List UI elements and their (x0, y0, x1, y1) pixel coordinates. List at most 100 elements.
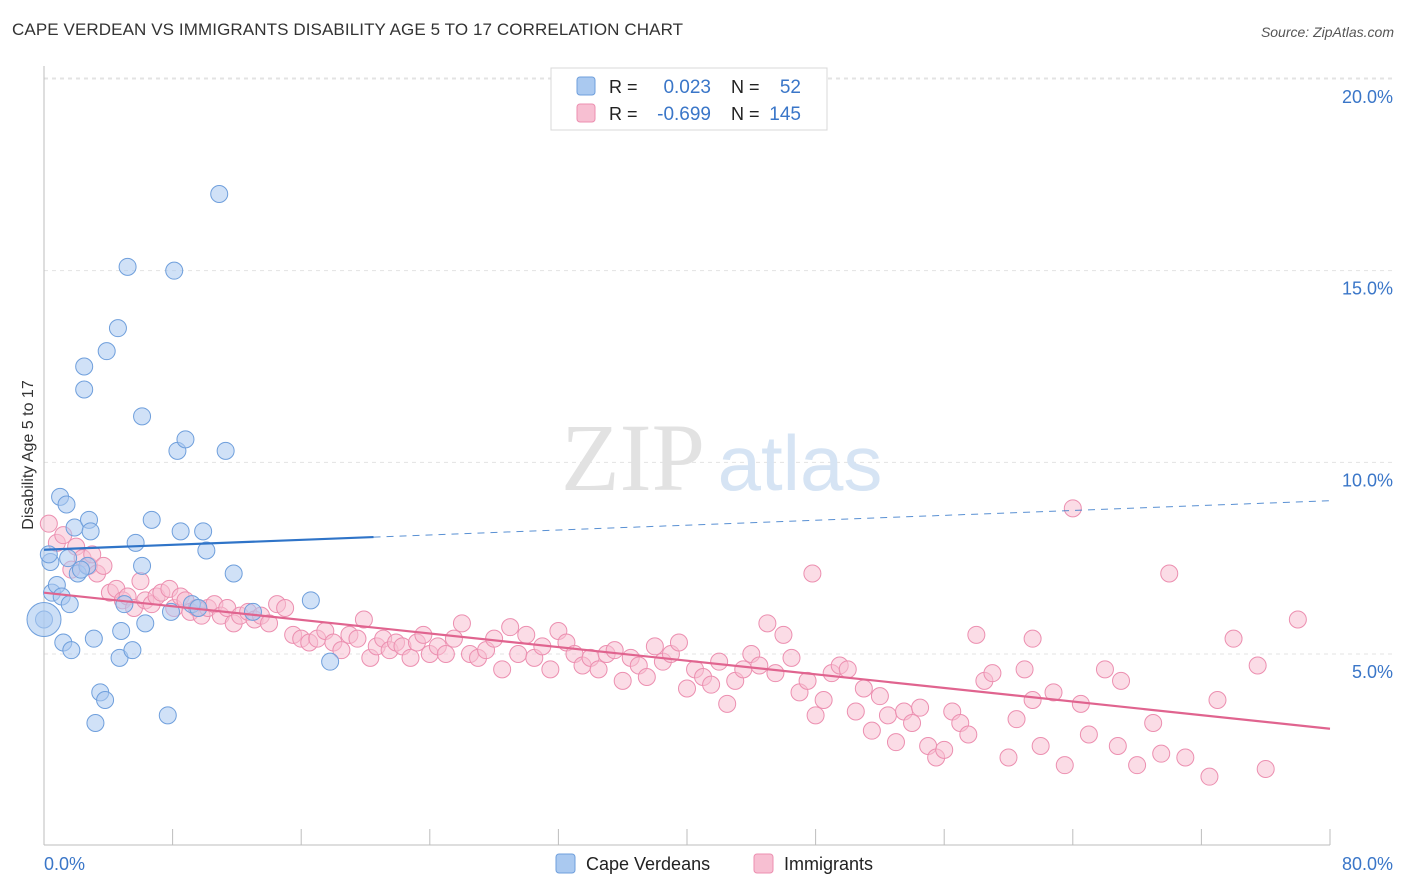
immigrant-point-149 (1248, 656, 1267, 675)
legend-n-value-2: 145 (769, 104, 801, 125)
cape-verdean-point-large (26, 602, 62, 637)
immigrant-point-116 (886, 733, 905, 752)
cape-verdean-point-22 (108, 319, 127, 338)
immigrant-point-122 (935, 740, 954, 759)
x-tick-label-1: 80.0% (1342, 854, 1393, 874)
immigrant-point-144 (1160, 564, 1179, 583)
immigrant-point-70 (517, 625, 536, 644)
immigrant-point-152 (803, 564, 822, 583)
y-tick-label-0: 5.0% (1352, 662, 1393, 682)
immigrant-point-133 (1031, 737, 1050, 755)
immigrant-point-114 (870, 687, 889, 706)
cape-verdean-point-44 (216, 441, 235, 460)
immigrant-point-132 (1023, 691, 1042, 709)
cape-verdean-point-9 (62, 641, 81, 660)
legend-r-label-1: R = (609, 77, 638, 97)
legend-n-value-1: 52 (780, 77, 801, 98)
immigrant-point-36 (260, 614, 279, 633)
immigrant-point-134 (1044, 683, 1063, 702)
immigrant-point-79 (589, 660, 608, 679)
immigrant-point-94 (710, 652, 729, 671)
immigrant-point-107 (814, 691, 833, 709)
cape-verdean-point-37 (171, 522, 190, 541)
immigrant-point-73 (541, 660, 560, 679)
immigrant-point-112 (854, 679, 873, 698)
watermark-atlas: atlas (718, 419, 883, 507)
bottom-legend-swatch-immigrants (753, 853, 774, 874)
immigrant-point-154 (1108, 737, 1127, 755)
cape-verdean-point-30 (133, 407, 152, 426)
immigrant-point-95 (718, 694, 737, 713)
cape-verdean-point-8 (60, 595, 79, 614)
immigrant-point-93 (702, 675, 721, 694)
immigrant-point-101 (766, 664, 785, 683)
watermark: ZIP atlas (561, 404, 882, 511)
immigrant-point-85 (637, 668, 656, 686)
watermark-zip: ZIP (561, 404, 705, 511)
trend-lines (43, 500, 1331, 730)
y-tick-label-3: 20.0% (1342, 87, 1393, 107)
immigrant-point-135 (1055, 756, 1074, 775)
data-points (26, 185, 1307, 786)
cape-verdean-point-29 (133, 556, 152, 575)
immigrant-point-150 (1256, 760, 1275, 778)
immigrant-point-82 (613, 671, 632, 690)
immigrant-point-69 (509, 645, 528, 663)
cape-verdean-point-16 (81, 522, 100, 541)
x-tick-labels: 0.0% 80.0% (44, 854, 1393, 874)
immigrant-point-48 (354, 610, 373, 629)
immigrant-point-102 (774, 625, 793, 644)
source-label: Source: ZipAtlas.com (1260, 24, 1394, 40)
immigrant-point-106 (806, 706, 825, 725)
immigrant-point-126 (967, 625, 986, 644)
cape-verdean-trend-line (43, 535, 374, 551)
immigrant-point-86 (645, 637, 664, 656)
cape-verdean-point-46 (243, 602, 262, 621)
legend-swatch-cape-verdeans (576, 76, 596, 96)
immigrant-point-100 (758, 614, 777, 633)
immigrant-point-130 (1007, 710, 1026, 729)
immigrant-point-129 (999, 748, 1018, 767)
cape-verdean-point-17 (84, 629, 103, 648)
cape-verdean-point-51 (71, 560, 90, 579)
immigrant-point-128 (983, 664, 1002, 683)
immigrant-point-57 (414, 625, 433, 644)
immigrant-point-113 (862, 721, 881, 740)
gridlines (44, 77, 1392, 655)
immigrant-point-47 (348, 629, 367, 648)
cape-verdean-point-21 (97, 342, 116, 361)
cape-verdean-point-27 (123, 641, 142, 660)
immigrant-point-139 (1095, 660, 1114, 679)
y-tick-labels: 5.0% 10.0% 15.0% 20.0% (1342, 87, 1393, 682)
cape-verdean-point-47 (301, 591, 320, 610)
cape-verdean-point-48 (321, 652, 340, 671)
y-tick-label-2: 15.0% (1342, 279, 1393, 299)
x-tick-label-0: 0.0% (44, 854, 85, 874)
immigrant-point-68 (501, 618, 520, 637)
cape-verdean-point-20 (96, 691, 115, 709)
chart-title: CAPE VERDEAN VS IMMIGRANTS DISABILITY AG… (12, 20, 684, 39)
cape-verdean-point-26 (118, 257, 137, 276)
cape-verdean-point-32 (142, 510, 161, 529)
immigrant-point-55 (401, 648, 420, 667)
cape-verdean-point-25 (115, 595, 134, 614)
cape-verdean-point-45 (224, 564, 243, 583)
legend-r-value-1: 0.023 (663, 77, 711, 98)
legend-r-label-2: R = (609, 104, 638, 124)
immigrant-point-142 (1144, 714, 1163, 732)
immigrant-point-131 (1015, 660, 1034, 679)
legend-n-label-2: N = (731, 104, 760, 124)
immigrant-point-9 (94, 556, 113, 575)
immigrant-point-105 (798, 671, 817, 690)
cape-verdean-point-7 (57, 495, 76, 514)
immigrant-point-140 (1112, 671, 1131, 690)
immigrant-point-0 (39, 514, 58, 533)
immigrant-point-60 (436, 645, 455, 663)
immigrant-point-81 (605, 641, 624, 660)
immigrant-point-125 (959, 725, 978, 744)
immigrant-point-90 (678, 679, 696, 698)
immigrant-point-45 (332, 641, 351, 660)
cape-verdean-point-28 (126, 533, 145, 552)
cape-verdean-trend-extension (373, 500, 1331, 538)
